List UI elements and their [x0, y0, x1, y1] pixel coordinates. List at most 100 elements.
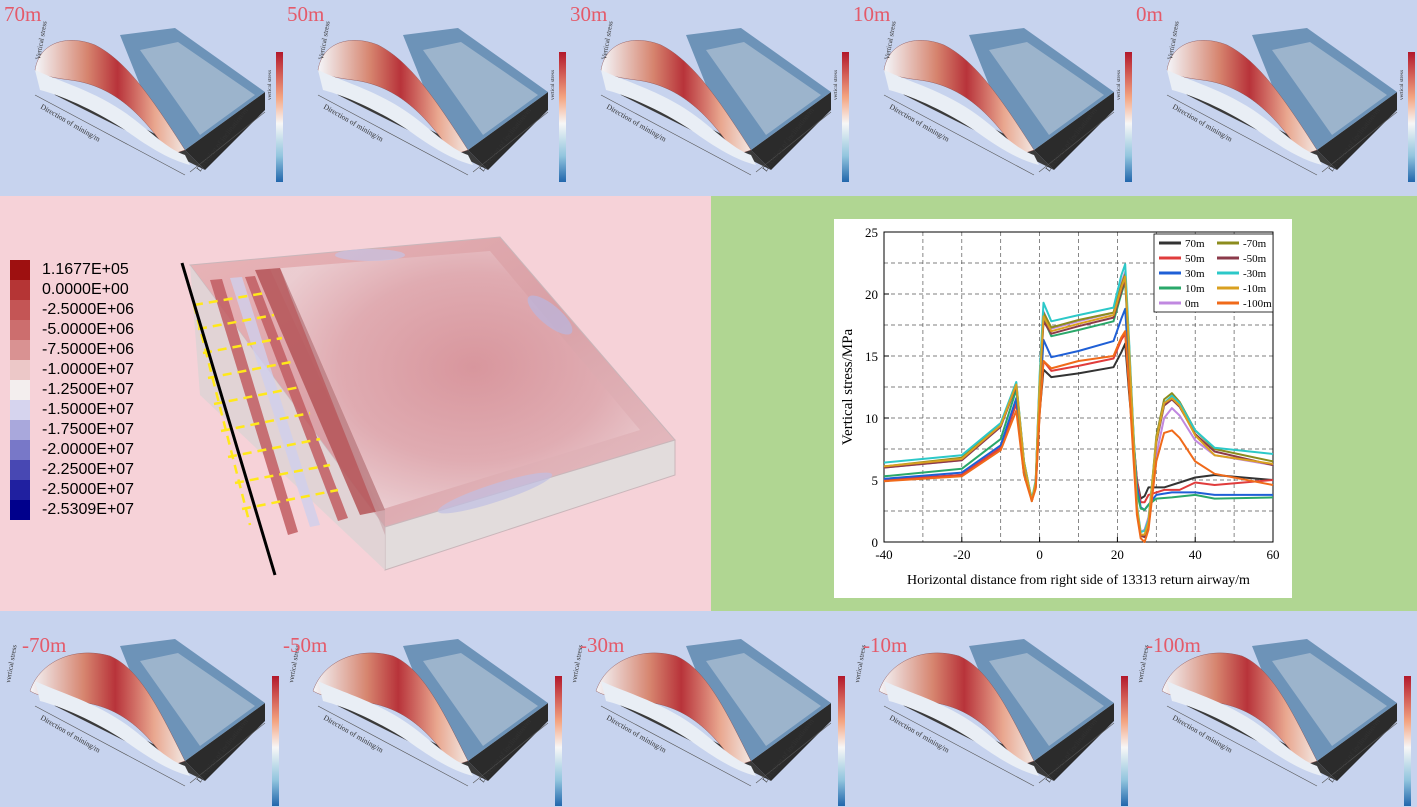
colorbar — [1404, 676, 1411, 806]
inclination-axis — [189, 722, 266, 784]
surface-slope — [601, 681, 756, 776]
stress-surface-plot: Direction of mining/m Direction of inclin… — [4, 639, 279, 806]
surface-plateau — [1272, 653, 1387, 746]
legend-swatch — [10, 400, 30, 420]
x-tick-label: -40 — [875, 547, 892, 562]
offset-label: 0m — [1136, 2, 1163, 26]
offset-label: -10m — [863, 633, 908, 657]
legend-value: -2.0000E+07 — [42, 441, 135, 458]
inclination-axis — [1321, 111, 1398, 173]
legend-value: -1.5000E+07 — [42, 401, 135, 418]
surface-base — [468, 703, 548, 781]
section-line — [180, 262, 277, 576]
legend-label: -10m — [1243, 283, 1267, 295]
surface-plateau — [140, 653, 255, 746]
mining-axis — [1166, 705, 1318, 787]
surface-slope — [318, 70, 473, 165]
colorbar-label: vertical stress — [267, 70, 273, 100]
mining-axis — [600, 94, 752, 176]
stress-ridge — [34, 40, 186, 156]
legend-value: 0.0000E+00 — [42, 281, 129, 298]
legend-value: -1.7500E+07 — [42, 421, 135, 438]
low-stress-patch — [335, 249, 405, 261]
bottom-surface-panel: Direction of mining/m Direction of inclin… — [0, 611, 283, 807]
mining-axis — [883, 94, 1035, 176]
mining-axis — [317, 94, 469, 176]
colorbar — [555, 676, 562, 806]
inclination-axis — [1321, 722, 1398, 784]
colorbar-label: vertical stress — [1399, 70, 1405, 100]
y-tick-label: 5 — [872, 473, 879, 488]
stress-surface-plot: Direction of mining/m Direction of inclin… — [1136, 639, 1411, 806]
inclination-axis — [189, 111, 266, 173]
surface-base — [185, 92, 265, 170]
legend-swatch — [10, 260, 30, 280]
y-tick-label: 20 — [865, 287, 878, 302]
stress-surface-plot: Direction of mining/m Direction of inclin… — [1166, 20, 1415, 182]
surface-plateau — [706, 653, 821, 746]
low-stress-patch — [527, 295, 573, 335]
series-line--10m — [883, 275, 1274, 536]
top-surface-panel: Direction of mining/m Direction of inclin… — [849, 0, 1132, 196]
x-axis-title: Horizontal distance from right side of 1… — [907, 573, 1250, 588]
surface-plateau — [989, 653, 1104, 746]
legend-label: -30m — [1243, 268, 1267, 280]
stress-ridge — [317, 40, 469, 156]
surface-plateau — [140, 42, 255, 135]
legend-label: -70m — [1243, 238, 1267, 250]
y-tick-label: 15 — [865, 349, 878, 364]
legend-value: -1.2500E+07 — [42, 381, 135, 398]
mining-axis — [883, 705, 1035, 787]
legend-swatch — [10, 440, 30, 460]
legend-value: -2.5309E+07 — [42, 501, 135, 518]
stress-surface-plot: Direction of mining/m Direction of inclin… — [570, 639, 845, 806]
colorbar — [559, 52, 566, 182]
surface-base — [1034, 703, 1114, 781]
legend-label: -50m — [1243, 253, 1267, 265]
top-surface-panel: Direction of mining/m Direction of inclin… — [566, 0, 849, 196]
offset-label: -100m — [1146, 633, 1201, 657]
mining-axis — [34, 705, 186, 787]
low-stress-patch — [437, 472, 553, 514]
legend-value: -1.0000E+07 — [42, 361, 135, 378]
inclination-axis — [1038, 722, 1115, 784]
legend-label: 30m — [1185, 268, 1205, 280]
legend-label: 10m — [1185, 283, 1205, 295]
series-line--100m — [883, 330, 1274, 543]
colorbar — [838, 676, 845, 806]
x-tick-label: -20 — [953, 547, 970, 562]
surface-slope — [884, 681, 1039, 776]
offset-label: -30m — [580, 633, 625, 657]
surface-base — [1034, 92, 1114, 170]
top-panel-row: Direction of mining/m Direction of inclin… — [0, 0, 1417, 196]
surface-base — [185, 703, 265, 781]
mining-axis — [317, 705, 469, 787]
legend-swatch — [10, 360, 30, 380]
legend-value: 1.1677E+05 — [42, 261, 129, 278]
offset-label: 10m — [853, 2, 891, 26]
stress-surface-plot: Direction of mining/m Direction of inclin… — [853, 639, 1128, 806]
colorbar-label: vertical stress — [1116, 70, 1122, 100]
surface-plateau — [1272, 42, 1387, 135]
legend-swatch — [10, 280, 30, 300]
legend-label: 70m — [1185, 238, 1205, 250]
stress-axis-label: vertical stress — [4, 644, 19, 683]
legend-value: -2.2500E+07 — [42, 461, 135, 478]
surface-base — [751, 703, 831, 781]
stress-surface-plot: Direction of mining/m Direction of inclin… — [34, 20, 283, 182]
stress-ridge — [600, 40, 752, 156]
x-tick-label: 40 — [1189, 547, 1202, 562]
legend-label: -100m — [1243, 298, 1272, 310]
slab-side-face — [280, 268, 385, 535]
surface-slope — [318, 681, 473, 776]
colorbar — [276, 52, 283, 182]
top-surface-panel: Direction of mining/m Direction of inclin… — [0, 0, 283, 196]
stress-surface-plot: Direction of mining/m Direction of inclin… — [883, 20, 1132, 182]
plot-frame — [883, 231, 1274, 543]
bottom-surface-panel: Direction of mining/m Direction of inclin… — [283, 611, 566, 807]
legend-swatch — [10, 420, 30, 440]
inclination-axis — [472, 111, 549, 173]
legend-box — [1153, 233, 1274, 313]
colorbar — [1125, 52, 1132, 182]
inclination-axis — [1038, 111, 1115, 173]
